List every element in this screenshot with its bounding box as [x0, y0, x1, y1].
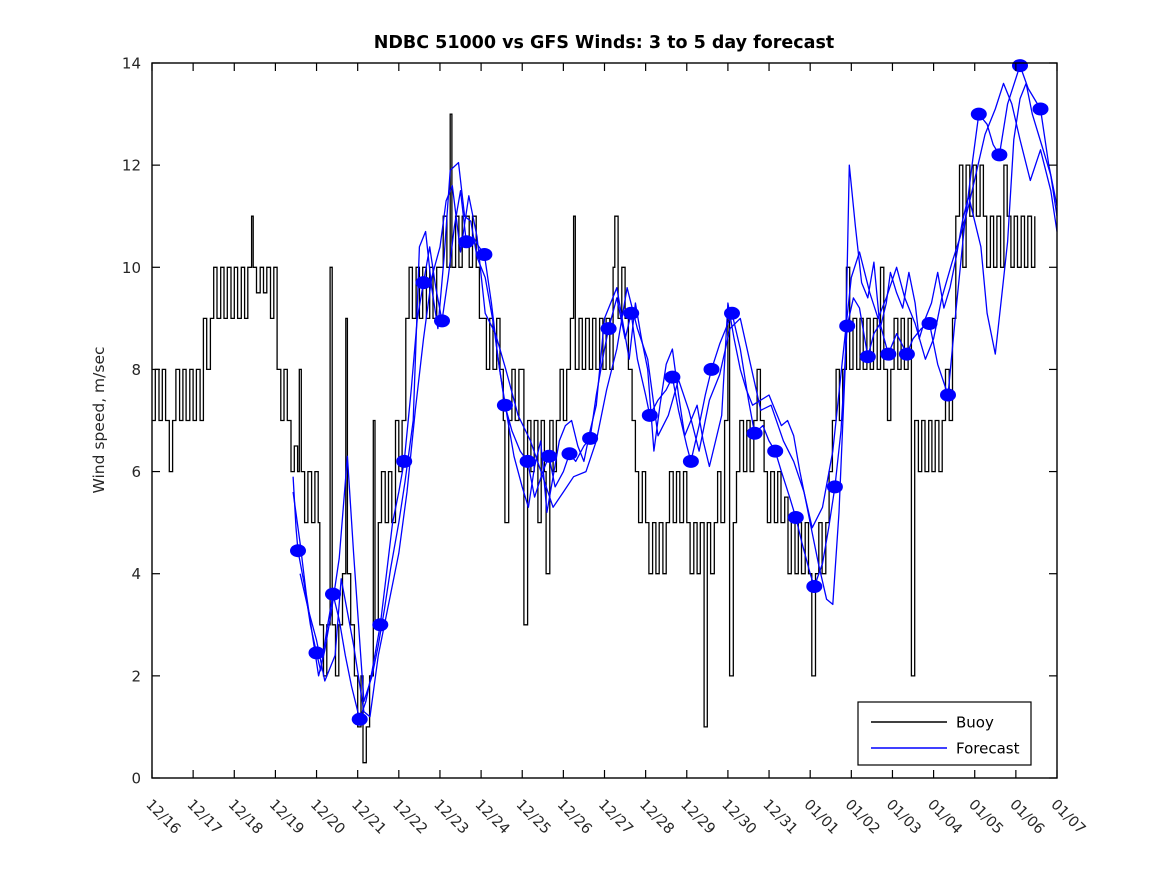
forecast-marker-dot: [940, 388, 956, 402]
forecast-marker-dot: [496, 398, 513, 412]
x-tick-label: 12/26: [554, 797, 595, 838]
x-tick-label: 01/06: [1006, 797, 1047, 838]
forecast-marker-dot: [541, 449, 557, 463]
forecast-marker-dot: [880, 347, 897, 361]
legend: Buoy Forecast: [857, 701, 1032, 766]
y-tick-label: 0: [131, 770, 141, 788]
buoy-series-line: [152, 113, 1036, 764]
forecast-marker-dot: [325, 587, 341, 601]
legend-box: [857, 701, 1032, 766]
x-tick-label: 12/17: [184, 797, 225, 838]
forecast-marker-dot: [396, 454, 413, 468]
forecast-marker-dot: [991, 148, 1008, 162]
y-tick-label: 12: [122, 157, 141, 175]
forecast-marker-dot: [724, 306, 740, 320]
x-tick-label: 01/05: [965, 797, 1006, 838]
y-axis-label: Wind speed, m/sec: [90, 346, 108, 493]
x-tick-label: 12/23: [430, 797, 471, 838]
x-tick-label: 01/03: [883, 797, 924, 838]
y-tick-label: 14: [122, 55, 141, 73]
ticks-layer: [151, 62, 1058, 779]
forecast-marker-dot: [703, 362, 720, 376]
forecast-marker-dot: [1032, 102, 1049, 116]
y-tick-label: 8: [131, 361, 141, 379]
plot-area: [152, 63, 1057, 778]
x-tick-label: 12/29: [677, 797, 718, 838]
forecast-marker-dot: [641, 408, 658, 422]
x-tick-label: 12/19: [266, 797, 307, 838]
x-tick-label: 12/16: [142, 797, 183, 838]
x-tick-label: 12/22: [389, 797, 430, 838]
forecast-marker-dot: [1012, 59, 1028, 73]
x-tick-label: 12/28: [636, 797, 677, 838]
forecast-marker-dot: [898, 347, 915, 361]
x-tick-label: 12/25: [513, 797, 554, 838]
series-layer: [152, 59, 1058, 764]
x-tick-label: 12/27: [595, 797, 636, 838]
forecast-marker-dot: [351, 712, 368, 726]
forecast-marker-dot: [970, 107, 987, 121]
y-tick-label: 10: [122, 259, 141, 277]
forecast-marker-dot: [308, 646, 325, 660]
forecast-marker-dot: [434, 314, 450, 328]
forecast-marker-dot: [839, 319, 856, 333]
x-tick-label: 01/07: [1047, 797, 1088, 838]
legend-buoy-label: Buoy: [956, 714, 994, 732]
forecast-marker-dot: [664, 370, 681, 384]
x-tick-label: 12/24: [471, 797, 512, 838]
forecast-series-line: [292, 82, 1058, 703]
x-tick-label: 12/21: [348, 797, 389, 838]
forecast-marker-dot: [806, 580, 823, 593]
chart-title: NDBC 51000 vs GFS Winds: 3 to 5 day fore…: [374, 33, 835, 53]
forecast-marker-dot: [826, 480, 843, 494]
y-tick-label: 4: [131, 565, 141, 583]
x-tick-label: 12/20: [307, 797, 348, 838]
forecast-marker-dot: [787, 511, 804, 524]
x-tick-label: 12/31: [759, 797, 800, 838]
forecast-series-line: [292, 64, 1058, 720]
forecast-marker-dot: [415, 276, 432, 290]
x-tick-label: 12/18: [225, 797, 266, 838]
forecast-marker-dot: [582, 431, 599, 445]
x-tick-label: 01/01: [801, 797, 842, 838]
forecast-marker-dot: [767, 444, 784, 458]
x-tick-label: 12/30: [718, 797, 759, 838]
forecast-marker-dot: [623, 306, 640, 320]
forecast-marker-dot: [519, 454, 536, 468]
forecast-marker-dot: [476, 248, 493, 261]
forecast-marker-dot: [561, 447, 578, 461]
forecast-marker-dot: [746, 426, 763, 440]
y-tick-label: 2: [131, 667, 141, 685]
forecast-marker-dot: [372, 618, 389, 632]
forecast-marker-dot: [458, 235, 475, 249]
x-tick-label: 01/02: [842, 797, 883, 838]
forecast-marker-dot: [921, 317, 938, 330]
forecast-marker-dot: [682, 454, 699, 468]
x-tick-label: 01/04: [924, 797, 965, 838]
forecast-marker-dot: [600, 322, 617, 336]
forecast-marker-dot: [290, 544, 306, 558]
y-tick-label: 6: [131, 463, 141, 481]
forecast-marker-dot: [859, 350, 876, 364]
legend-forecast-label: Forecast: [956, 740, 1020, 758]
